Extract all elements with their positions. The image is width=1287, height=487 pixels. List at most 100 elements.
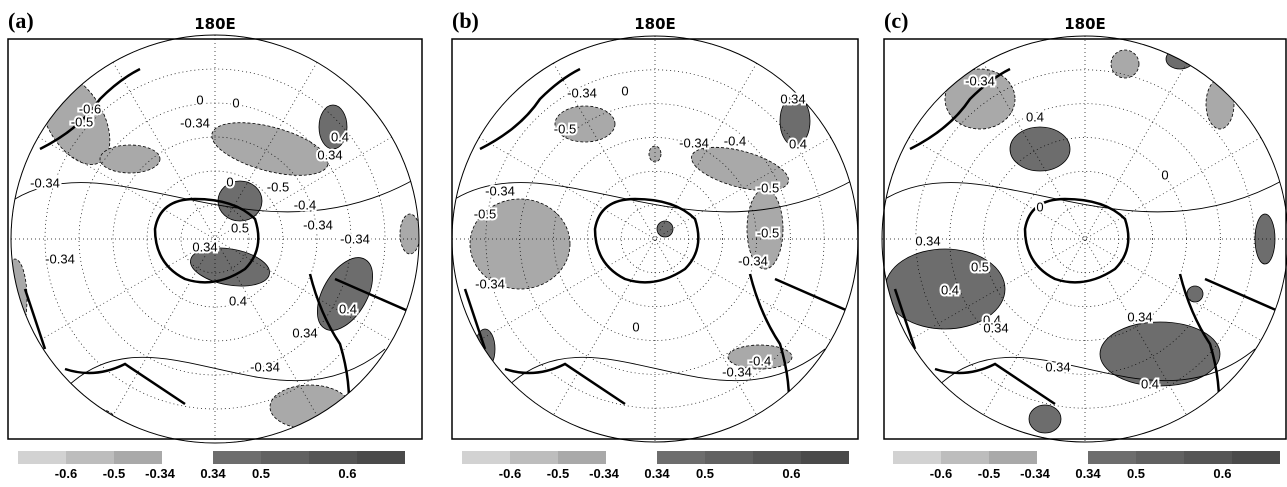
latitude-circle <box>983 137 1187 341</box>
contour-label: 0.34 <box>292 325 317 340</box>
colorbar-label: 0.34 <box>1075 466 1101 481</box>
colorbar-swatch <box>510 451 558 464</box>
coastline <box>23 288 47 350</box>
colorbar-swatch <box>657 451 705 464</box>
panel-title: 180E <box>194 15 236 33</box>
latitude-circle <box>519 103 791 375</box>
colorbar: -0.6 -0.5 -0.34 0.34 0.5 0.6 <box>893 451 1280 481</box>
contour-label: 0 <box>226 174 233 189</box>
shaded-region <box>1186 285 1204 303</box>
contour-label: -0.5 <box>267 179 289 194</box>
contour-label: -0.4 <box>724 133 746 148</box>
contour-label: -0.5 <box>71 114 93 129</box>
coastline <box>1204 277 1286 316</box>
contour-label: 0.4 <box>983 312 1001 327</box>
contour-label: -0.6 <box>79 101 101 116</box>
map-area <box>452 36 858 442</box>
contour-label: -0.4 <box>749 353 771 368</box>
shaded-region <box>11 258 28 340</box>
contour-label: 0 <box>621 83 628 98</box>
contour-label: 0.34 <box>1127 309 1152 324</box>
colorbar-swatch <box>261 451 309 464</box>
colorbar-swatch <box>893 451 941 464</box>
contour-label: 0.34 <box>780 91 805 106</box>
colorbar-label: -0.34 <box>1020 466 1050 481</box>
shaded-region <box>944 68 1016 130</box>
coastline <box>504 362 626 406</box>
colorbar-swatch <box>801 451 849 464</box>
contour-label: -0.5 <box>757 225 779 240</box>
colorbar-swatch <box>114 451 162 464</box>
colorbar-swatch <box>1184 451 1232 464</box>
coastline <box>1023 197 1130 284</box>
latitude-circle <box>586 170 724 308</box>
colorbar-label: -0.5 <box>103 466 125 481</box>
shaded-region <box>727 344 793 370</box>
map-boundary <box>10 34 420 444</box>
latitude-circle <box>1016 170 1154 308</box>
contour-label: 0.5 <box>231 220 249 235</box>
contour-label: 0.34 <box>915 233 940 248</box>
contour-label: 0.4 <box>339 301 357 316</box>
shaded-region <box>469 198 571 290</box>
contour-label: 0.34 <box>1045 359 1070 374</box>
colorbar-label: 0.6 <box>782 466 800 481</box>
coastline <box>934 362 1056 406</box>
colorbar-label: -0.5 <box>547 466 569 481</box>
shaded-region <box>656 220 674 238</box>
map-area <box>882 36 1287 442</box>
colorbar-label: -0.34 <box>589 466 619 481</box>
map-panel: (c) 180E-0.340.40.340.50.40.40.340.340.34… <box>881 8 1287 481</box>
map-panel: (b) 180E-0.34 00.34-0.50.4-0.34 -0.4-0.34 -0… <box>451 8 859 481</box>
contour-label: -0.34 <box>738 253 768 268</box>
contour-label: -0.5 <box>757 180 779 195</box>
colorbar-label: 0.34 <box>644 466 670 481</box>
panel-label: (c) <box>884 8 908 33</box>
contour-label: 0.4 <box>229 293 247 308</box>
latitude-circle <box>112 136 318 342</box>
colorbar-swatch <box>357 451 405 464</box>
colorbar-swatch <box>213 451 261 464</box>
panel-title: 180E <box>634 15 676 33</box>
coastline <box>479 67 581 151</box>
contour-label: 0 <box>1036 199 1043 214</box>
colorbar-label: -0.6 <box>930 466 952 481</box>
shaded-region <box>269 384 351 430</box>
panel-label: (a) <box>8 8 34 33</box>
latitude-circle <box>949 103 1221 375</box>
colorbar-label: 0.6 <box>338 466 356 481</box>
contour-label: -0.34 <box>180 115 210 130</box>
latitude-circle <box>1050 204 1120 274</box>
colorbar-swatch <box>462 451 510 464</box>
latitude-circle <box>180 204 250 274</box>
contour-label: -0.34 <box>722 364 752 379</box>
colorbar-label: -0.6 <box>499 466 521 481</box>
latitude-circle <box>620 204 690 274</box>
latitude-circle <box>44 68 386 410</box>
contour-label: -0.4 <box>294 197 316 212</box>
contour-line <box>934 348 1256 390</box>
shaded-region <box>99 144 161 174</box>
contour-label: 0 <box>232 95 239 110</box>
contour-label: 0.34 <box>192 239 217 254</box>
contour-label: -0.34 <box>340 231 370 246</box>
colorbar-label: 0.5 <box>1127 466 1145 481</box>
contour-label: -0.34 <box>567 85 597 100</box>
colorbar-label: 0.5 <box>696 466 714 481</box>
contour-label: -0.34 <box>303 217 333 232</box>
meridian <box>38 136 392 342</box>
shaded-region <box>318 104 348 150</box>
colorbar-label: 0.34 <box>200 466 226 481</box>
shaded-region <box>1110 49 1140 79</box>
map-panel: (a) 180E-0.6-0.50 0-0.340.40.34-0.34 0 -0.5-… <box>7 8 423 481</box>
contour-label: 0.4 <box>789 136 807 151</box>
colorbar-swatch <box>989 451 1037 464</box>
contour-label: 0 <box>632 319 639 334</box>
colorbar-label: -0.5 <box>978 466 1000 481</box>
panel-title: 180E <box>1064 15 1106 33</box>
colorbar-swatch <box>18 451 66 464</box>
contour-label: -0.34 <box>475 276 505 291</box>
shaded-region <box>217 180 263 222</box>
coastline <box>909 67 1011 151</box>
